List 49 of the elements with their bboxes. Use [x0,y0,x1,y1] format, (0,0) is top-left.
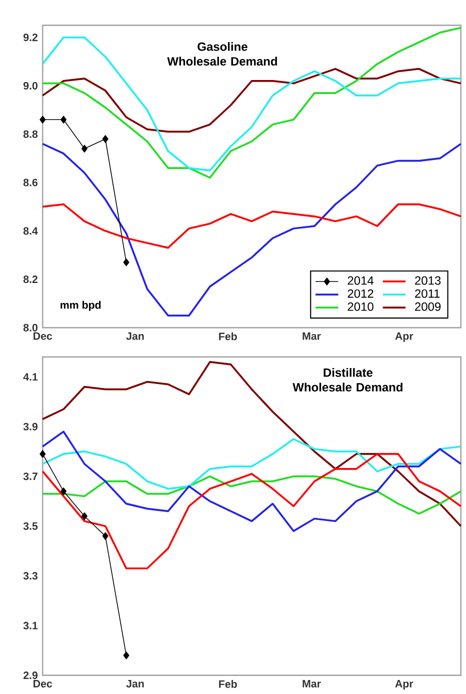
point [60,116,66,124]
y-tick-label: 3.9 [23,422,38,430]
y-tick-label: 3.7 [23,472,38,480]
line-series [42,438,462,490]
legend-label: 2012 [348,289,374,298]
point [40,116,46,124]
x-tick-label: Apr [395,680,414,690]
point [81,512,88,520]
point [40,450,46,458]
point [102,135,108,143]
point [123,258,130,266]
legend-label: 2009 [414,302,440,311]
x-tick-label: Apr [395,332,414,342]
x-tick-label: Dec [33,332,52,340]
y-tick-label: 8.2 [23,276,38,284]
legend-label: 2010 [348,302,374,311]
y-tick-label: 8.4 [23,227,38,235]
y-tick-label: 2.9 [23,672,38,680]
text: Gasoline Wholesale Demand [167,42,277,66]
line-series [42,430,462,532]
x-tick-label: Jan [126,680,144,688]
legend-label: 2011 [414,289,440,298]
line-series [42,361,462,528]
y-tick-label: 3.3 [23,572,38,580]
legend-label: 2013 [414,276,440,285]
x-tick-label: Mar [302,680,321,688]
line-series [42,68,462,133]
line-series [42,475,462,515]
y-tick-label: 3.5 [23,522,38,530]
point [81,144,88,153]
text: Distillate Wholesale Demand [292,368,402,392]
point [102,532,108,540]
y-tick-label: 9.0 [23,82,38,90]
x-tick-label: Jan [126,332,144,340]
y-tick-label: 9.2 [23,34,38,42]
y-tick-label: 3.1 [23,622,38,630]
x-tick-label: Feb [218,332,237,340]
x-tick-label: Feb [218,680,237,688]
point [60,487,66,496]
point [123,652,130,660]
y-tick-label: 8.8 [23,130,38,138]
legend-label: 2014 [348,276,374,285]
y-tick-label: 8.6 [23,178,38,186]
x-tick-label: Mar [302,332,321,340]
x-tick-label: Dec [33,680,52,688]
annotation: mm bpd [60,300,101,311]
y-tick-label: 8.0 [23,324,38,332]
line-series [42,142,462,317]
y-tick-label: 4.1 [23,373,38,381]
